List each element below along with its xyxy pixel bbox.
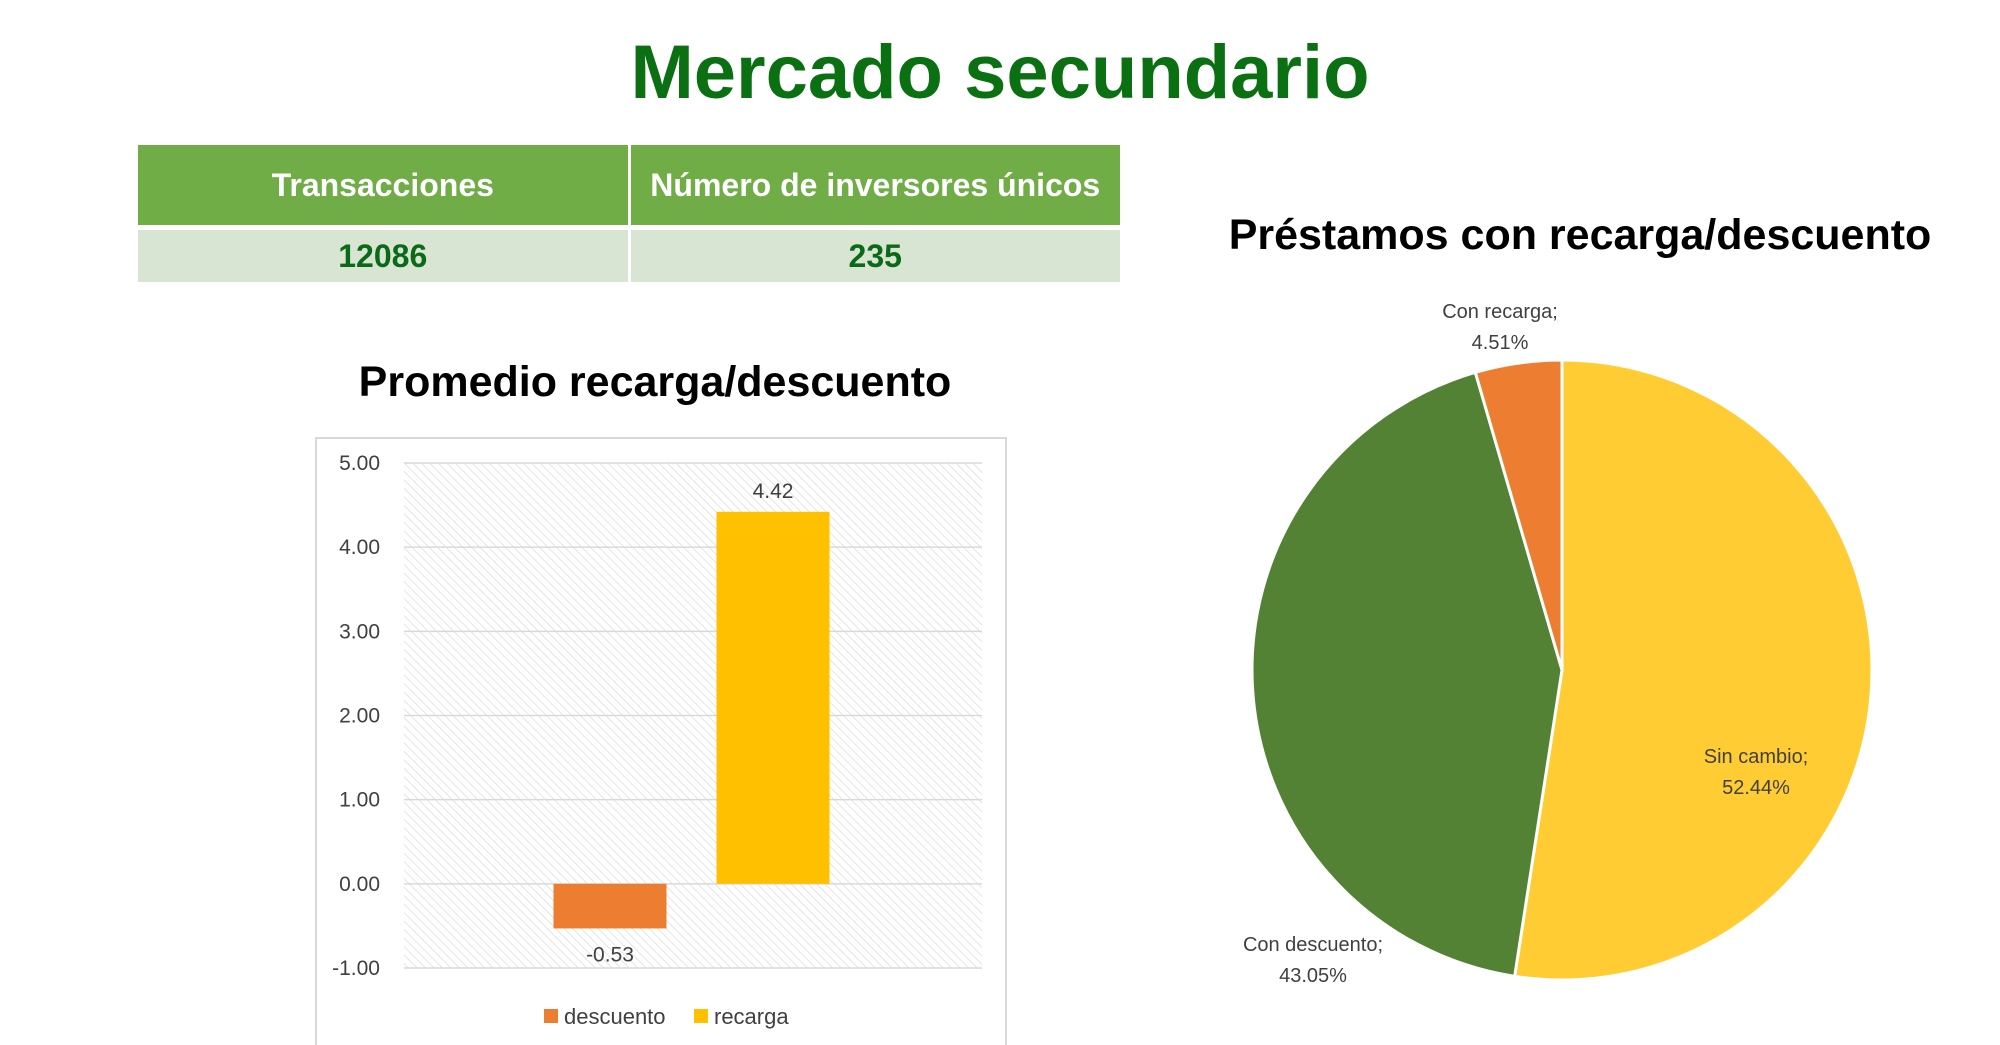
header-transacciones: Transacciones [138,145,631,230]
legend-swatch-descuento [544,1009,558,1023]
data-label-descuento: -0.53 [586,943,634,966]
bar-legend: descuento recarga [544,1004,789,1029]
data-label-recarga: 4.42 [753,480,794,503]
pie-label-name: Con recarga; [1442,301,1558,323]
y-tick-label: 1.00 [339,789,380,812]
pie-slice-con-recarga [1473,358,1564,671]
summary-header-row: Transacciones Número de inversores único… [138,145,1120,230]
value-transacciones: 12086 [138,227,631,282]
bar-gridlines [404,462,982,969]
value-inversores-unicos: 235 [629,227,1120,282]
pie-label-name: Con descuento; [1243,934,1383,956]
pie-slices [1250,358,1874,982]
summary-value-row: 12086 235 [138,227,1120,282]
header-inversores-unicos: Número de inversores únicos [629,145,1120,230]
pie-slice-con-descuento [1250,370,1564,979]
page-title: Mercado secundario [630,30,1370,115]
pie-labels: Sin cambio; 52.44% Con descuento; 43.05% Con… [1243,301,1808,987]
pie-label-name: Sin cambio; [1704,746,1809,768]
pie-label-value: 4.51% [1472,332,1529,354]
summary-table: Transacciones Número de inversores único… [138,145,1120,282]
bar-marks: -0.53 4.42 [553,480,830,966]
bar-recarga [716,511,830,884]
pie-label-value: 43.05% [1279,965,1347,987]
y-tick-label: 0.00 [339,873,380,896]
legend-swatch-recarga [694,1009,708,1023]
bar-descuento [553,883,667,929]
y-tick-label: 2.00 [339,705,380,728]
pie-chart-title: Préstamos con recarga/descuento [1228,211,1932,259]
bar-chart-title: Promedio recarga/descuento [358,358,952,406]
y-tick-label: -1.00 [332,957,380,980]
pie-slice-sin-cambio [1512,358,1874,982]
bar-y-axis: 5.00 4.00 3.00 2.00 1.00 0.00 -1.00 [332,452,380,980]
y-tick-label: 5.00 [339,452,380,475]
legend-label-recarga: recarga [714,1004,789,1029]
pie-label-value: 52.44% [1722,777,1790,799]
legend-label-descuento: descuento [564,1004,666,1029]
y-tick-label: 3.00 [339,620,380,643]
y-tick-label: 4.00 [339,536,380,559]
